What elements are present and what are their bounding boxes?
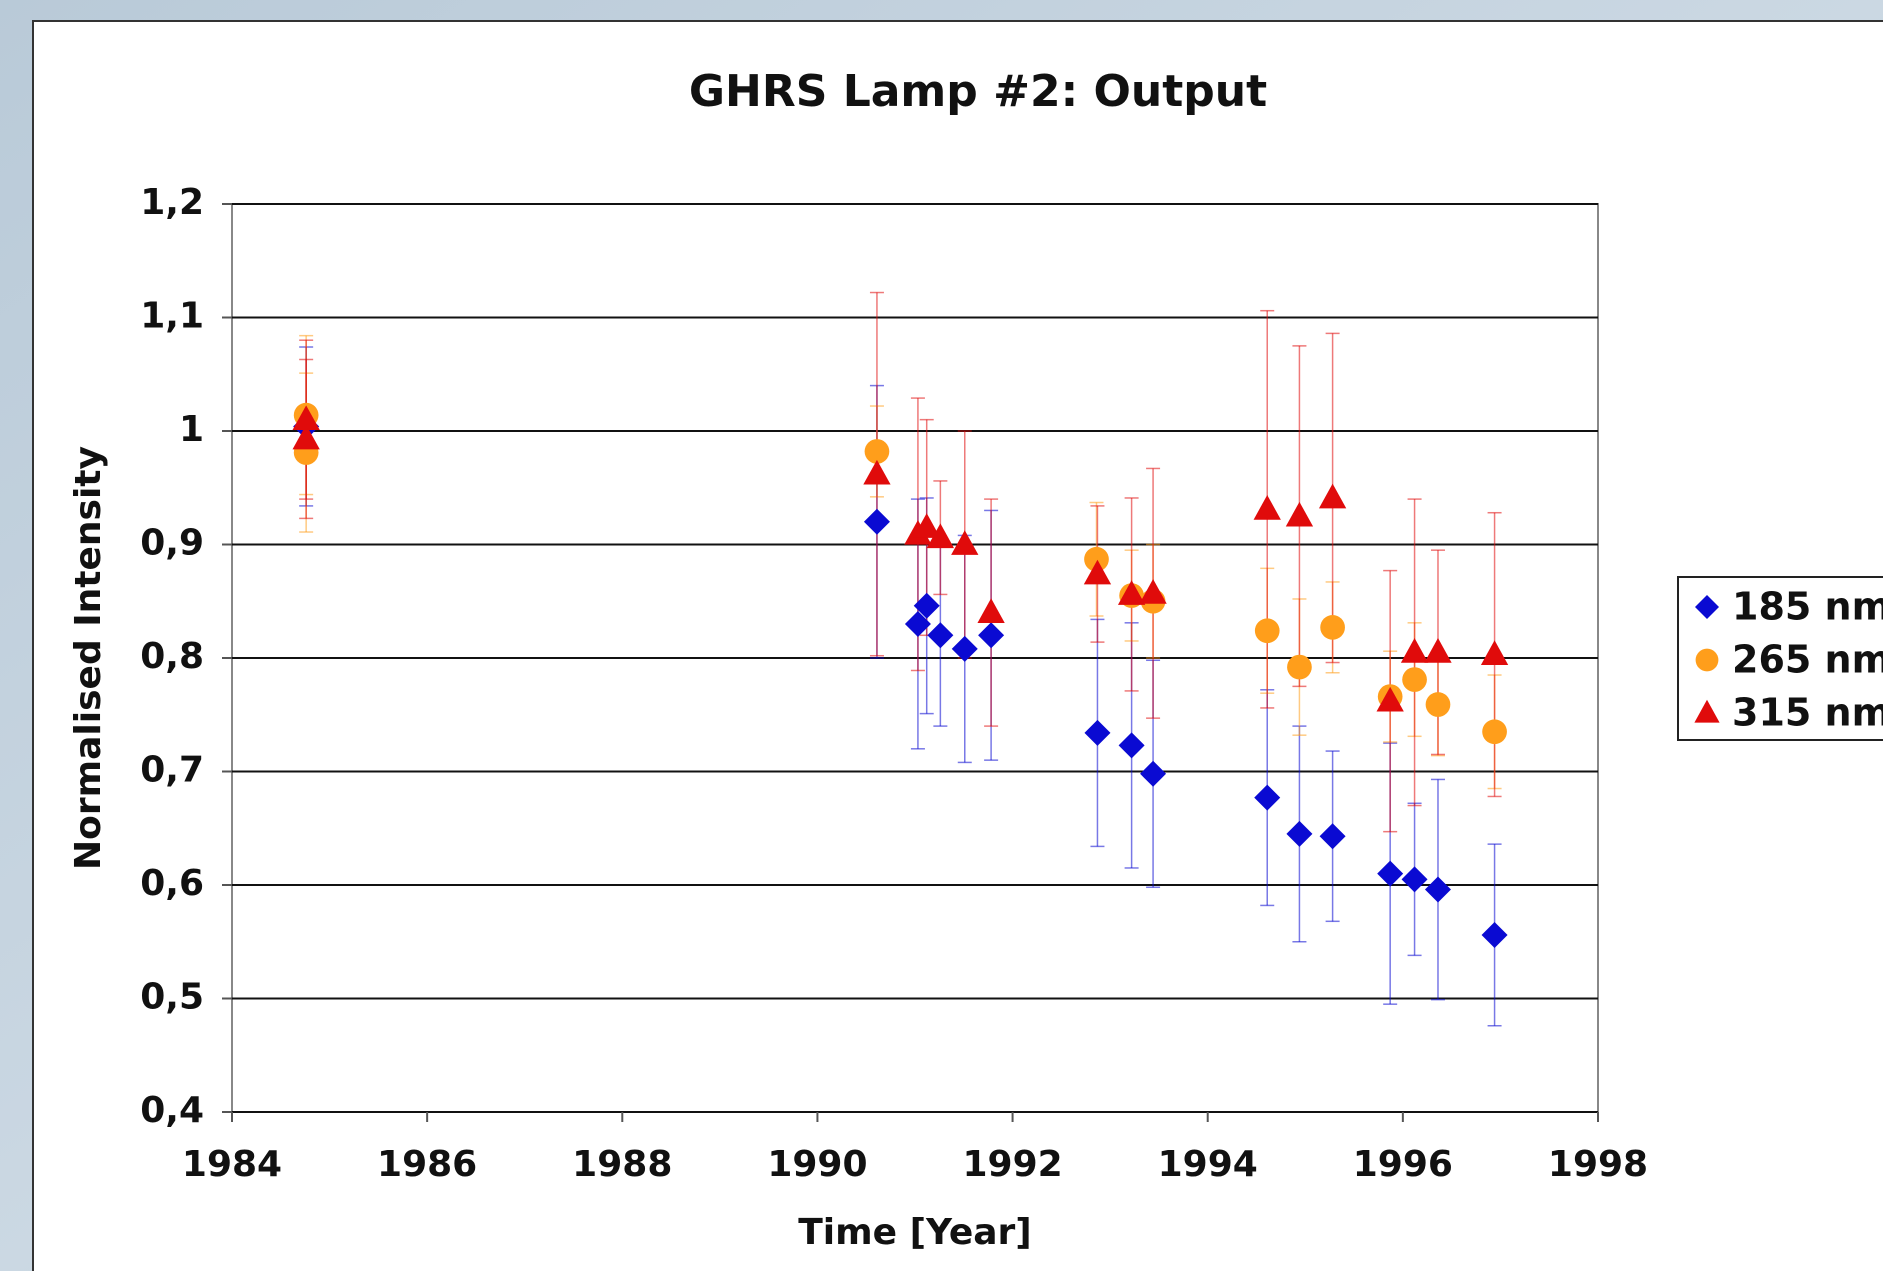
legend-label: 315 nm xyxy=(1732,691,1883,735)
point xyxy=(1482,719,1507,745)
point xyxy=(927,622,954,649)
point xyxy=(977,598,1005,623)
x-tick-label: 1986 xyxy=(377,1144,477,1185)
point xyxy=(1140,760,1167,787)
y-tick-label: 1,2 xyxy=(140,182,204,223)
y-tick-label: 0,4 xyxy=(140,1090,204,1131)
point xyxy=(1254,618,1280,644)
point xyxy=(1424,876,1451,903)
legend-marker xyxy=(1694,699,1720,723)
point xyxy=(1402,667,1427,692)
point xyxy=(913,513,941,538)
point xyxy=(1118,732,1145,759)
point xyxy=(1400,638,1429,663)
x-tick-label: 1990 xyxy=(767,1144,867,1185)
x-tick-label: 1988 xyxy=(572,1144,672,1185)
point xyxy=(864,439,890,464)
x-tick-label: 1998 xyxy=(1548,1144,1648,1185)
x-tick-label: 1994 xyxy=(1158,1144,1258,1185)
y-tick-label: 1 xyxy=(179,409,204,450)
point xyxy=(1139,579,1167,604)
point xyxy=(913,592,940,619)
x-tick-label: 1984 xyxy=(182,1144,282,1185)
point xyxy=(978,622,1005,649)
y-tick-label: 0,8 xyxy=(140,636,204,677)
point xyxy=(1377,860,1404,887)
chart-title: GHRS Lamp #2: Output xyxy=(689,66,1267,117)
point xyxy=(1480,640,1509,665)
point xyxy=(1376,686,1404,712)
point xyxy=(1286,820,1313,847)
y-tick-label: 0,6 xyxy=(140,863,204,904)
point xyxy=(1084,719,1111,746)
point xyxy=(1285,501,1314,527)
point xyxy=(292,405,320,431)
x-tick-label: 1996 xyxy=(1353,1144,1453,1185)
point xyxy=(1318,483,1347,509)
x-tick-label: 1992 xyxy=(962,1144,1062,1185)
legend-marker xyxy=(1695,648,1719,672)
point xyxy=(292,424,320,450)
y-axis-label: Normalised Intensity xyxy=(68,446,109,870)
point xyxy=(951,530,979,555)
point xyxy=(1424,638,1452,663)
point xyxy=(1254,784,1281,811)
legend-label: 185 nm xyxy=(1732,585,1883,629)
point xyxy=(904,610,931,637)
x-axis-label: Time [Year] xyxy=(798,1212,1032,1253)
point xyxy=(926,523,955,549)
point xyxy=(1084,546,1109,572)
point xyxy=(1401,866,1428,893)
point xyxy=(863,459,891,485)
point xyxy=(1319,823,1346,850)
y-tick-label: 0,9 xyxy=(140,523,204,564)
legend-marker xyxy=(1695,595,1719,619)
y-tick-label: 0,5 xyxy=(140,977,204,1018)
point xyxy=(1481,921,1508,948)
y-tick-label: 1,1 xyxy=(140,296,204,337)
point xyxy=(951,635,978,662)
point xyxy=(863,508,890,535)
point xyxy=(1117,580,1146,605)
point xyxy=(1425,692,1451,717)
point xyxy=(1320,615,1345,640)
legend-label: 265 nm xyxy=(1732,638,1883,682)
point xyxy=(1253,495,1281,520)
y-tick-label: 0,7 xyxy=(140,750,204,791)
point xyxy=(1083,559,1112,585)
point xyxy=(1287,654,1312,680)
